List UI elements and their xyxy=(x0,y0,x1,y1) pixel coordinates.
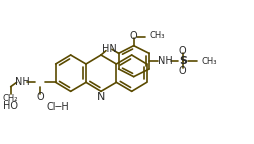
Text: NH: NH xyxy=(158,56,172,66)
Text: O: O xyxy=(36,92,44,102)
Text: HO: HO xyxy=(3,101,18,111)
Text: S: S xyxy=(179,56,187,66)
Text: O: O xyxy=(130,31,137,41)
Text: NH: NH xyxy=(15,77,30,87)
Text: HN: HN xyxy=(102,44,116,54)
Text: CH₃: CH₃ xyxy=(150,31,166,40)
Text: O: O xyxy=(179,46,186,56)
Text: CH₂: CH₂ xyxy=(3,94,19,103)
Text: CH₃: CH₃ xyxy=(202,56,217,66)
Text: Cl─H: Cl─H xyxy=(47,102,70,112)
Text: N: N xyxy=(97,92,105,102)
Text: O: O xyxy=(179,66,186,76)
